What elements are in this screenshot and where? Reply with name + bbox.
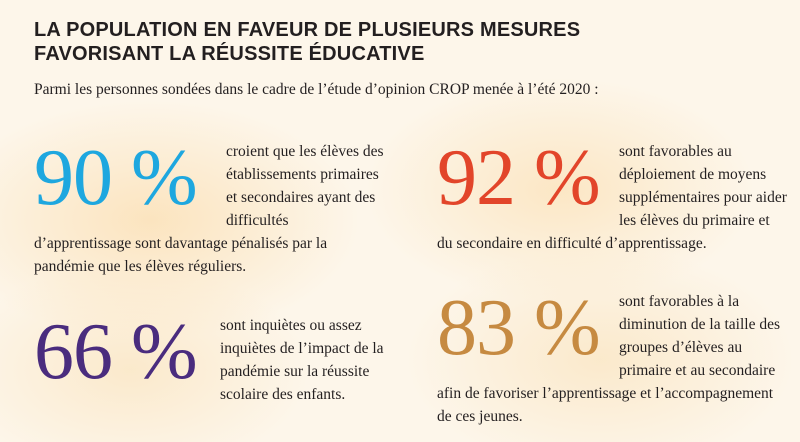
intro-text: Parmi les personnes sondées dans le cadr…: [34, 81, 599, 98]
stat-description: sont favorables au déploiement de moyens…: [437, 143, 787, 252]
title-line-2: FAVORISANT LA RÉUSSITE ÉDUCATIVE: [34, 43, 425, 65]
stat-description: sont favorables à la diminution de la ta…: [437, 293, 780, 425]
stat-block-92: 92 % sont favorables au déploiement de m…: [437, 134, 787, 255]
stat-block-83: 83 % sont favorables à la diminution de …: [437, 284, 787, 428]
stat-block-90: 90 % croient que les élèves des établiss…: [34, 134, 384, 278]
title-line-1: LA POPULATION EN FAVEUR DE PLUSIEURS MES…: [34, 19, 581, 41]
stat-description: croient que les élèves des établissement…: [34, 143, 384, 275]
stat-percent: 83 %: [437, 284, 601, 372]
page-title: LA POPULATION EN FAVEUR DE PLUSIEURS MES…: [34, 18, 580, 66]
stat-description: sont inquiètes ou assez inquiètes de l’i…: [220, 317, 384, 403]
stat-percent: 66 %: [34, 308, 198, 396]
stat-block-66: 66 % sont inquiètes ou assez inquiètes d…: [34, 308, 384, 406]
stat-percent: 92 %: [437, 134, 601, 222]
stat-percent: 90 %: [34, 134, 198, 222]
